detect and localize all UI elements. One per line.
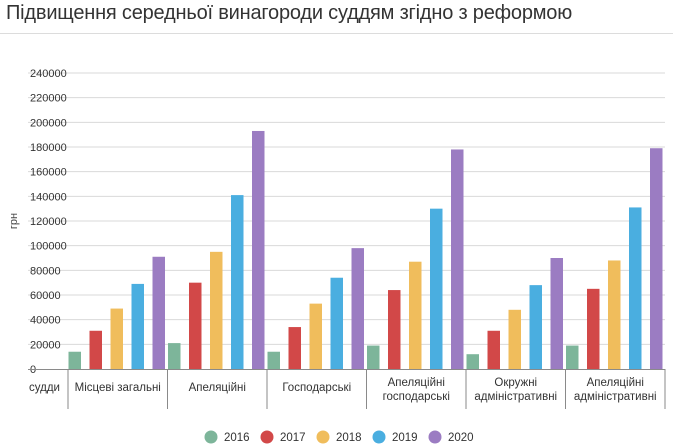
bar bbox=[650, 148, 663, 369]
x-tick-label: адміністративні bbox=[474, 391, 557, 403]
bar bbox=[587, 288, 600, 369]
legend-label: 2020 bbox=[448, 432, 474, 444]
bar bbox=[330, 277, 343, 369]
bar bbox=[451, 149, 464, 369]
y-tick-label: 240000 bbox=[30, 68, 67, 80]
x-axis: Місцеві загальні Апеляційні Господарські Ап… bbox=[28, 369, 666, 409]
legend-label: 2017 bbox=[280, 432, 306, 444]
bar bbox=[351, 248, 364, 369]
legend-marker bbox=[316, 430, 330, 444]
bar bbox=[367, 345, 380, 369]
bar bbox=[131, 283, 144, 369]
x-tick-label: Окружні bbox=[494, 377, 537, 389]
y-tick-label: 200000 bbox=[30, 117, 67, 129]
bar bbox=[608, 260, 621, 369]
bar bbox=[466, 354, 479, 369]
bar bbox=[267, 351, 280, 369]
legend-label: 2019 bbox=[392, 432, 418, 444]
y-tick-label: 120000 bbox=[30, 216, 67, 228]
x-tick-label: господарські bbox=[383, 391, 450, 403]
y-tick-label: 180000 bbox=[30, 142, 67, 154]
x-tick-label: Апеляційні bbox=[189, 382, 246, 394]
bar bbox=[566, 345, 579, 369]
bar bbox=[89, 330, 102, 369]
bar bbox=[529, 285, 542, 369]
bar bbox=[508, 309, 521, 369]
x-tick-label: адміністративні bbox=[574, 391, 657, 403]
y-tick-label: 100000 bbox=[30, 241, 67, 253]
legend-marker bbox=[204, 430, 218, 444]
x-tick-label: Апеляційні bbox=[587, 377, 644, 389]
legend-marker bbox=[260, 430, 274, 444]
bar bbox=[252, 130, 265, 369]
bar bbox=[231, 195, 244, 369]
legend-marker bbox=[372, 430, 386, 444]
x-tick-label: Місцеві загальні bbox=[75, 382, 161, 394]
bar bbox=[68, 351, 81, 369]
bar bbox=[430, 208, 443, 369]
y-tick-label: 140000 bbox=[30, 191, 67, 203]
legend-label: 2018 bbox=[336, 432, 362, 444]
bar bbox=[152, 256, 165, 369]
legend: 2016 2017 2018 2019 2020 bbox=[204, 430, 474, 444]
y-tick-label: 60000 bbox=[30, 290, 61, 302]
y-tick-label: 80000 bbox=[30, 265, 61, 277]
legend-label: 2016 bbox=[224, 432, 250, 444]
bar bbox=[388, 290, 401, 369]
x-tick-label: Апеляційні bbox=[388, 377, 445, 389]
y-tick-label: 40000 bbox=[30, 315, 61, 327]
bars bbox=[68, 130, 663, 369]
bar bbox=[189, 282, 202, 369]
y-tick-label: 20000 bbox=[30, 339, 61, 351]
bar bbox=[550, 258, 563, 369]
x-axis-label: судди bbox=[29, 382, 60, 394]
title-divider bbox=[0, 33, 673, 34]
y-tick-label: 220000 bbox=[30, 93, 67, 105]
bar bbox=[629, 207, 642, 369]
bar bbox=[288, 327, 301, 369]
bar bbox=[409, 261, 422, 369]
bar bbox=[309, 303, 322, 369]
gridlines bbox=[28, 72, 665, 345]
bar bbox=[210, 251, 223, 369]
bar bbox=[487, 330, 500, 369]
legend-marker bbox=[428, 430, 442, 444]
x-tick-label: Господарські bbox=[282, 382, 351, 394]
bar bbox=[110, 308, 123, 369]
bar bbox=[168, 343, 181, 369]
y-axis-label: грн bbox=[8, 213, 20, 229]
chart-title: Підвищення середньої винагороди суддям з… bbox=[6, 2, 573, 24]
y-axis-ticks: 0200004000060000800001000001200001400001… bbox=[30, 68, 67, 376]
y-tick-label: 160000 bbox=[30, 167, 67, 179]
